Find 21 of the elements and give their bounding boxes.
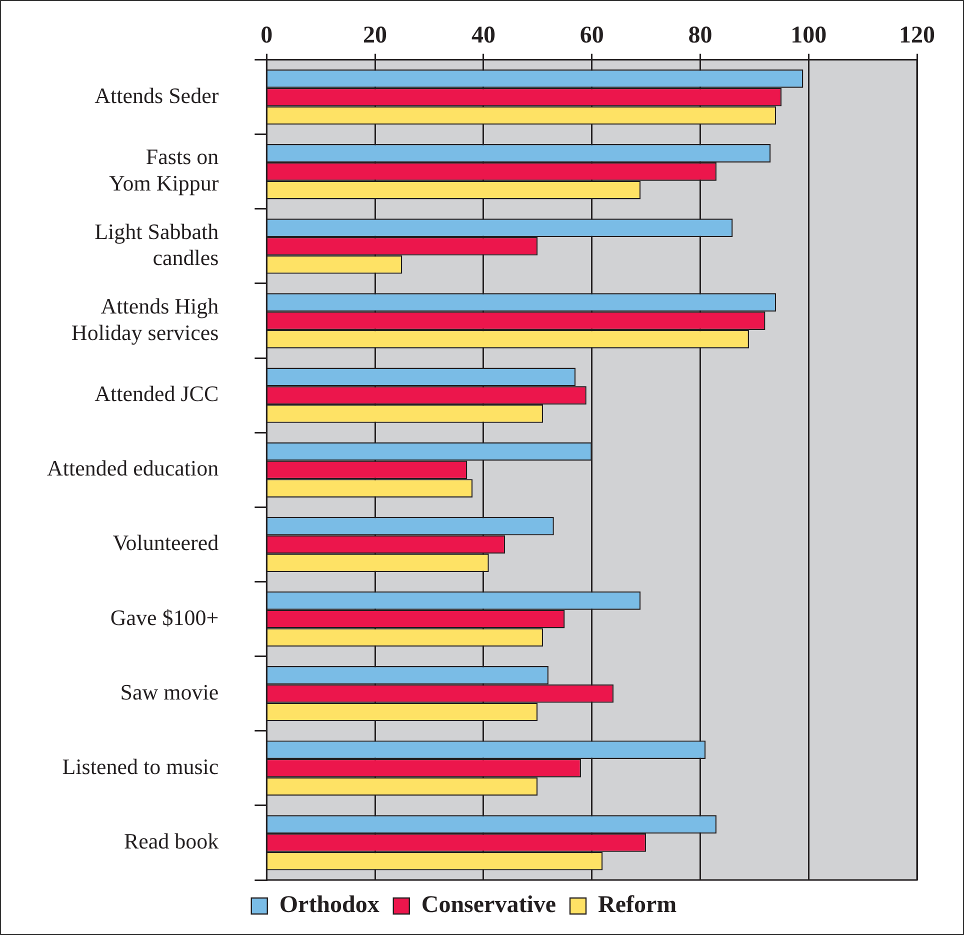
- y-tick-label: Light Sabbath candles: [94, 218, 219, 270]
- y-tick-label: Volunteered: [112, 530, 219, 556]
- y-tick-label: Gave $100+: [110, 604, 219, 630]
- y-tick-label: Attends High Holiday services: [71, 293, 219, 345]
- y-tick-label: Listened to music: [62, 754, 219, 779]
- x-tick-label: 0: [260, 22, 273, 49]
- legend-label: Reform: [598, 892, 677, 918]
- y-tick-label: Attended JCC: [94, 381, 219, 406]
- legend-label: Orthodox: [279, 892, 380, 918]
- y-tick-label: Read book: [124, 828, 219, 854]
- y-tick-label: Attended education: [46, 456, 219, 481]
- x-tick-label: 60: [580, 22, 604, 49]
- y-tick-label: Attends Seder: [94, 82, 220, 108]
- legend-label: Conservative: [421, 892, 556, 918]
- x-tick-label: 100: [790, 22, 827, 49]
- x-tick-label: 40: [471, 22, 496, 49]
- x-tick-label: 120: [899, 22, 935, 49]
- y-tick-label: Fasts on Yom Kippur: [109, 144, 220, 196]
- x-tick-label: 80: [688, 22, 712, 49]
- x-tick-label: 20: [363, 22, 388, 49]
- y-tick-label: Saw movie: [120, 679, 219, 704]
